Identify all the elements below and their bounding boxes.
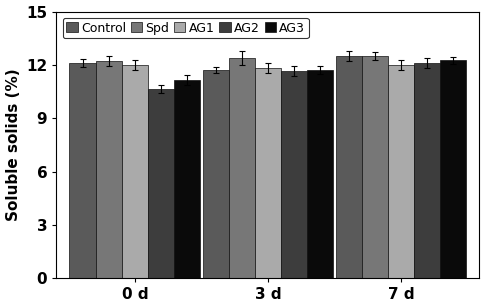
Bar	[361, 56, 387, 278]
Bar	[335, 56, 361, 278]
Bar	[95, 61, 121, 278]
Legend: Control, Spd, AG1, AG2, AG3: Control, Spd, AG1, AG2, AG3	[62, 18, 308, 38]
Bar	[148, 89, 174, 278]
Bar	[306, 70, 333, 278]
Bar	[254, 67, 280, 278]
Y-axis label: Soluble solids (%): Soluble solids (%)	[5, 69, 20, 221]
Bar	[387, 65, 413, 278]
Bar	[413, 63, 439, 278]
Bar	[280, 71, 306, 278]
Bar	[202, 70, 228, 278]
Bar	[439, 60, 466, 278]
Bar	[174, 80, 200, 278]
Bar	[121, 65, 148, 278]
Bar	[228, 58, 254, 278]
Bar	[69, 63, 95, 278]
